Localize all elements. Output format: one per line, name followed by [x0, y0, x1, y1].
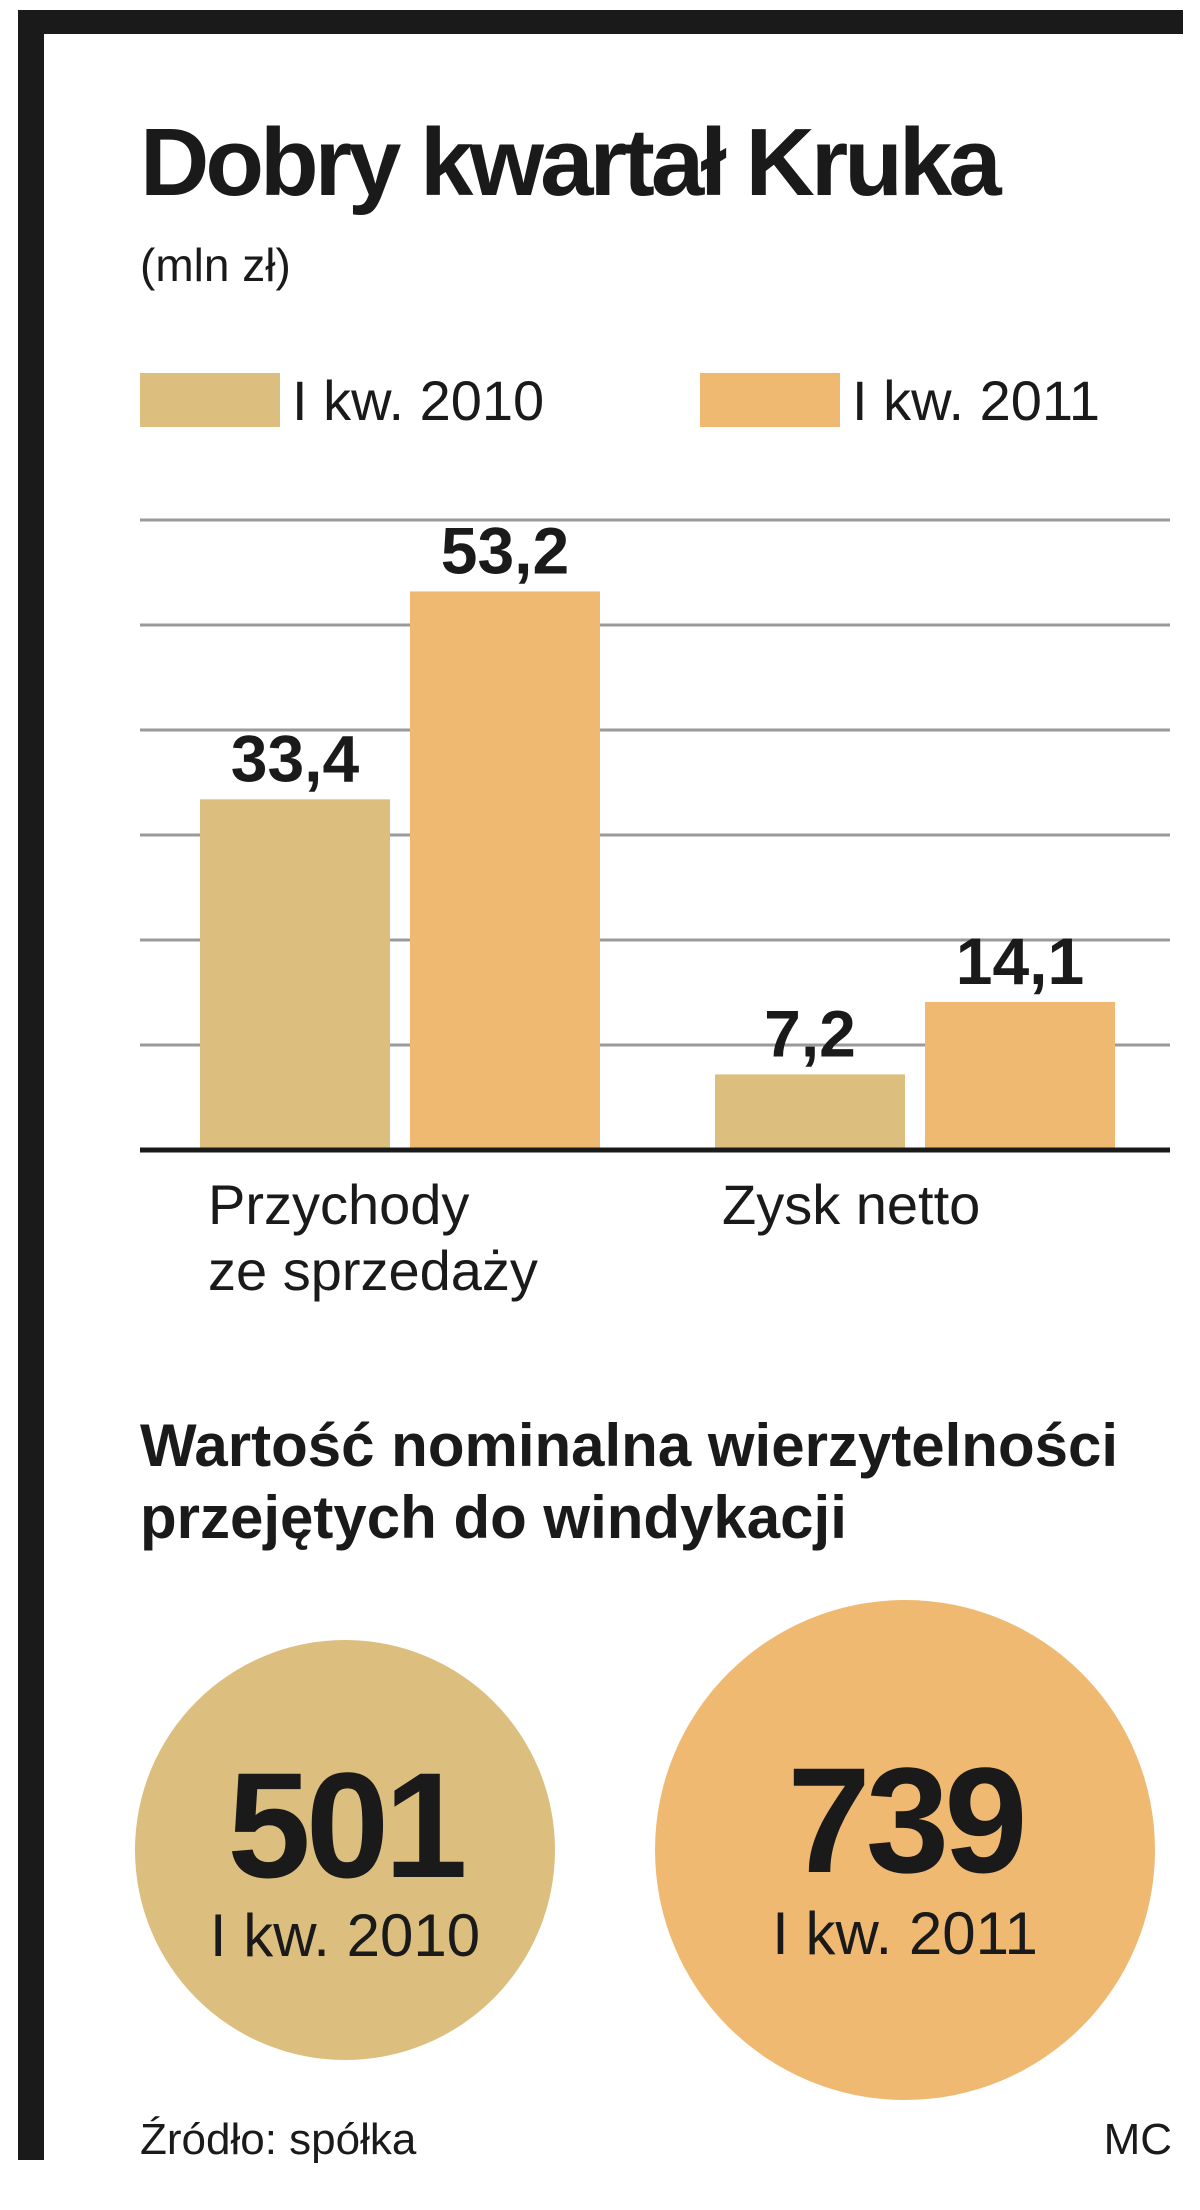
legend-item-2011: I kw. 2011 — [700, 368, 1101, 432]
bubbles-title: Wartość nominalna wierzytelności przejęt… — [140, 1412, 1119, 1551]
bubble-value-2011: 739 — [787, 1736, 1027, 1904]
legend-swatch-2011 — [700, 373, 840, 427]
frame-left-bar — [18, 10, 44, 2160]
bar-2011-cat0 — [410, 591, 600, 1150]
bubble-2011: 739 I kw. 2011 — [655, 1600, 1155, 2100]
category-label-line: Zysk netto — [722, 1173, 981, 1236]
data-label-2010-cat0: 33,4 — [231, 721, 360, 795]
bubble-label-2010: I kw. 2010 — [209, 1902, 481, 1969]
frame-top-bar — [18, 10, 1183, 34]
bubble-2010: 501 I kw. 2010 — [135, 1640, 555, 2060]
category-label-line: ze sprzedaży — [208, 1239, 538, 1302]
bar-2010-cat0 — [200, 799, 390, 1150]
bar-2011-cat1 — [925, 1001, 1115, 1150]
data-label-2010-cat1: 7,2 — [764, 996, 856, 1070]
chart-subtitle: (mln zł) — [140, 239, 291, 291]
category-label-0: Przychody ze sprzedaży — [208, 1172, 538, 1304]
bubble-label-2011: I kw. 2011 — [772, 1900, 1038, 1967]
bubble-value-2010: 501 — [227, 1741, 467, 1909]
legend-item-2010: I kw. 2010 — [140, 368, 545, 432]
legend-swatch-2010 — [140, 373, 280, 427]
category-label-line: Przychody — [208, 1173, 470, 1236]
chart-title: Dobry kwartał Kruka — [140, 109, 1002, 216]
author-credit: MC — [1103, 2115, 1172, 2164]
bar-chart: 33,4 53,2 7,2 14,1 — [140, 513, 1170, 1153]
bar-2010-cat1 — [715, 1074, 905, 1150]
data-label-2011-cat0: 53,2 — [441, 513, 569, 587]
category-label-1: Zysk netto — [722, 1172, 980, 1238]
legend-label-2011: I kw. 2011 — [852, 368, 1101, 432]
legend-label-2010: I kw. 2010 — [292, 368, 545, 432]
source-note: Źródło: spółka — [140, 2115, 417, 2164]
data-label-2011-cat1: 14,1 — [956, 924, 1084, 998]
